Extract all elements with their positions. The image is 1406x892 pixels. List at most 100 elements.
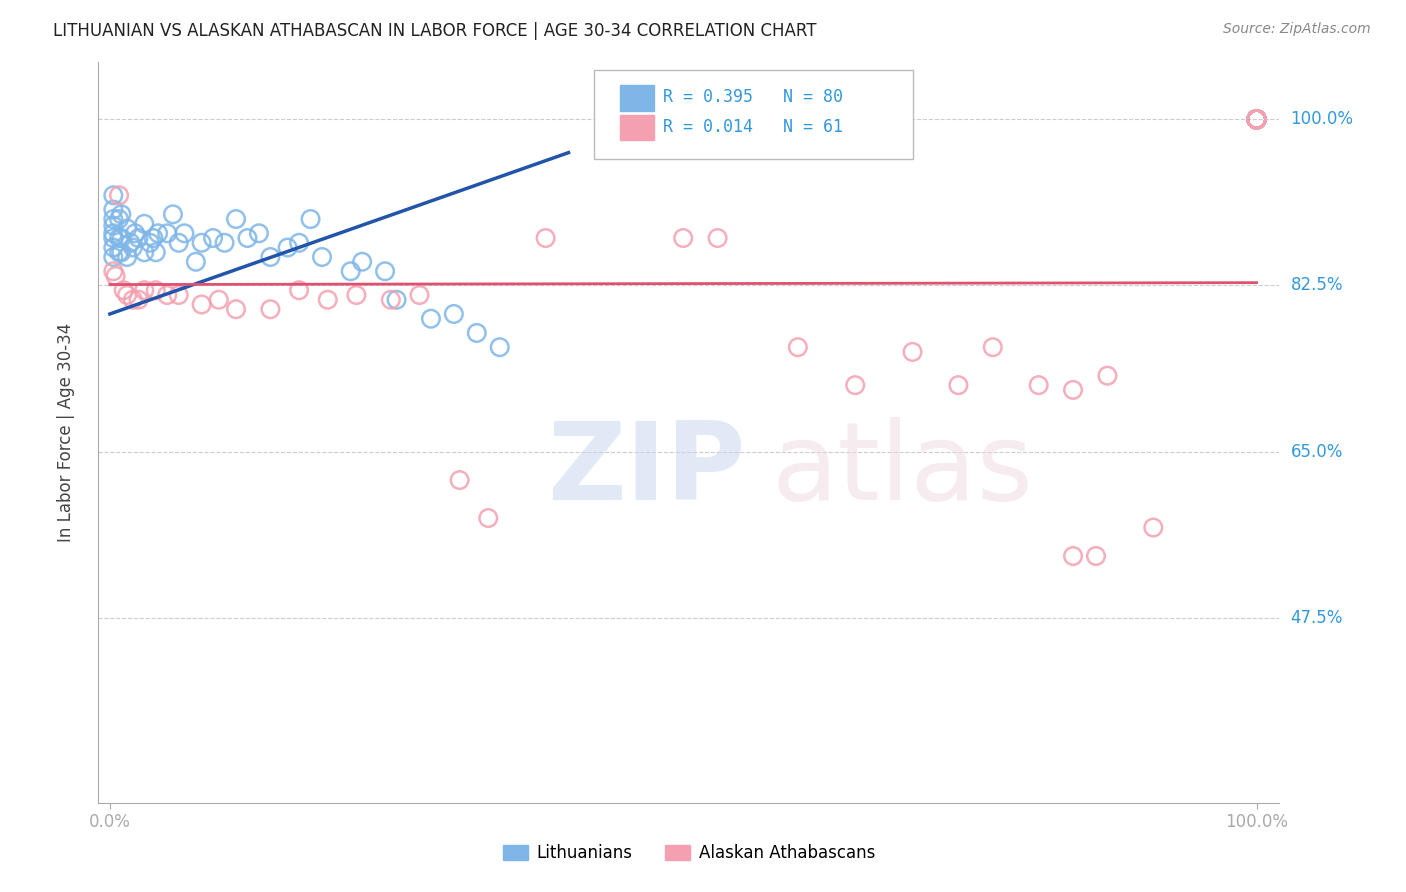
Point	[208, 293, 231, 307]
Point	[288, 283, 311, 297]
Point	[1246, 112, 1268, 127]
Point	[1246, 112, 1268, 127]
Y-axis label: In Labor Force | Age 30-34: In Labor Force | Age 30-34	[56, 323, 75, 542]
Point	[672, 231, 695, 245]
Point	[901, 345, 924, 359]
Point	[1246, 112, 1268, 127]
Point	[1246, 112, 1268, 127]
Point	[110, 207, 132, 221]
Point	[465, 326, 488, 340]
Point	[115, 288, 138, 302]
Point	[121, 240, 143, 255]
Point	[1246, 112, 1268, 127]
Point	[1246, 112, 1268, 127]
Point	[1246, 112, 1268, 127]
Point	[380, 293, 402, 307]
Point	[103, 227, 125, 241]
Point	[299, 212, 322, 227]
Point	[1097, 368, 1119, 383]
Point	[1246, 112, 1268, 127]
Point	[1062, 383, 1084, 397]
Point	[1246, 112, 1268, 127]
Point	[1246, 112, 1268, 127]
Point	[128, 293, 150, 307]
Point	[103, 250, 125, 264]
Point	[134, 283, 156, 297]
Point	[344, 288, 367, 302]
Point	[103, 231, 125, 245]
Point	[103, 240, 125, 255]
Point	[120, 235, 142, 250]
Point	[1246, 112, 1268, 127]
Point	[124, 227, 146, 241]
Point	[104, 268, 127, 283]
Point	[108, 212, 131, 227]
Point	[1062, 549, 1084, 563]
Text: LITHUANIAN VS ALASKAN ATHABASCAN IN LABOR FORCE | AGE 30-34 CORRELATION CHART: LITHUANIAN VS ALASKAN ATHABASCAN IN LABO…	[53, 22, 817, 40]
Point	[1246, 112, 1268, 127]
Point	[1142, 520, 1164, 534]
Point	[134, 217, 156, 231]
Point	[981, 340, 1004, 354]
Point	[1028, 378, 1050, 392]
Point	[1246, 112, 1268, 127]
Point	[1246, 112, 1268, 127]
Point	[1246, 112, 1268, 127]
Point	[1246, 112, 1268, 127]
Point	[139, 235, 162, 250]
Point	[1246, 112, 1268, 127]
Point	[1246, 112, 1268, 127]
Point	[156, 227, 179, 241]
Point	[108, 231, 131, 245]
Point	[339, 264, 361, 278]
Point	[1085, 549, 1108, 563]
Point	[1246, 112, 1268, 127]
Text: Source: ZipAtlas.com: Source: ZipAtlas.com	[1223, 22, 1371, 37]
Point	[110, 245, 132, 260]
Point	[1246, 112, 1268, 127]
Point	[1246, 112, 1268, 127]
Point	[128, 231, 150, 245]
Point	[225, 212, 247, 227]
Point	[167, 235, 190, 250]
Point	[288, 235, 311, 250]
Point	[316, 293, 339, 307]
Text: R = 0.395   N = 80: R = 0.395 N = 80	[664, 88, 844, 106]
Point	[103, 188, 125, 202]
Point	[1246, 112, 1268, 127]
Point	[115, 221, 138, 235]
Point	[1246, 112, 1268, 127]
Point	[247, 227, 270, 241]
Point	[844, 378, 866, 392]
Point	[488, 340, 510, 354]
FancyBboxPatch shape	[595, 70, 914, 159]
Text: 82.5%: 82.5%	[1291, 277, 1343, 294]
Bar	[620, 86, 654, 111]
Point	[1246, 112, 1268, 127]
Point	[108, 245, 131, 260]
Point	[1246, 112, 1268, 127]
Point	[142, 231, 165, 245]
Text: atlas: atlas	[772, 417, 1033, 523]
Text: 65.0%: 65.0%	[1291, 442, 1343, 460]
Point	[1246, 112, 1268, 127]
Point	[259, 250, 281, 264]
Point	[443, 307, 465, 321]
Point	[134, 245, 156, 260]
Point	[1246, 112, 1268, 127]
Point	[1246, 112, 1268, 127]
Point	[1246, 112, 1268, 127]
Point	[374, 264, 396, 278]
Point	[236, 231, 259, 245]
Point	[108, 188, 131, 202]
Point	[1246, 112, 1268, 127]
Point	[202, 231, 225, 245]
Point	[173, 227, 195, 241]
Point	[1246, 112, 1268, 127]
Point	[1246, 112, 1268, 127]
Point	[103, 202, 125, 217]
Point	[190, 297, 212, 311]
Point	[214, 235, 236, 250]
Point	[146, 227, 169, 241]
Point	[948, 378, 970, 392]
